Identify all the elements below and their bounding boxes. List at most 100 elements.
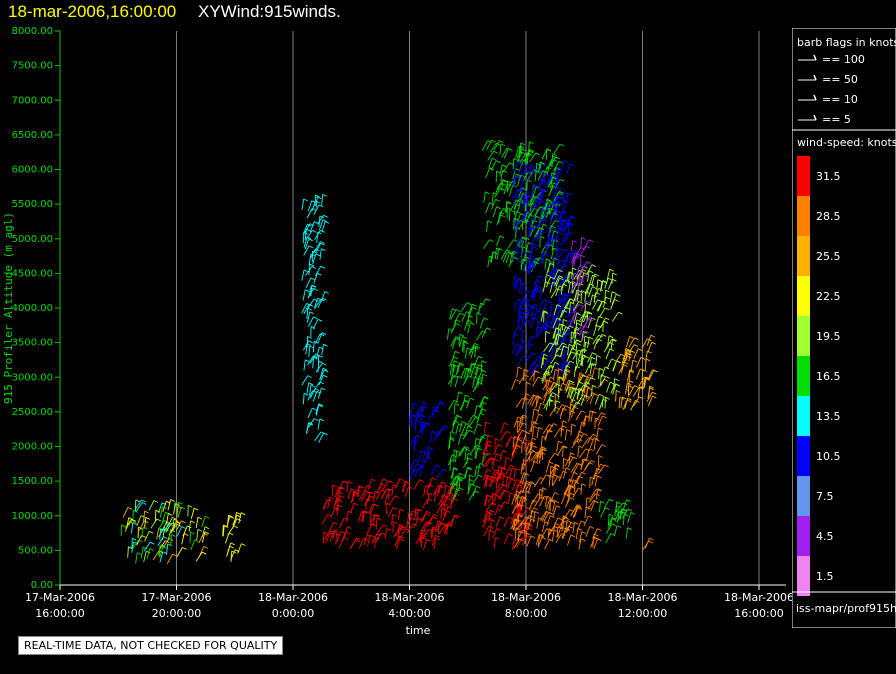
wind-barb [523,393,527,405]
barb-flag [552,174,557,178]
barb-flag [414,459,419,463]
wind-barb [646,334,652,346]
wind-barb [302,340,310,351]
wind-barb [545,207,551,219]
barb-flag [604,366,610,370]
barb-flag [241,543,246,547]
wind-barb [437,522,440,534]
barb-flag [649,387,654,391]
barb-flag [551,225,557,229]
wind-barb [161,512,167,523]
wind-barb [549,382,555,393]
wind-barb [475,447,479,459]
barb-flag [533,257,538,261]
wind-barb [140,546,144,558]
wind-barb [589,476,591,489]
y-tick-label: 3000.00 [12,372,53,383]
barb-flag [522,148,527,152]
barb-flag [417,508,423,512]
barb-flag [557,475,562,479]
barb-flag [537,364,542,368]
barb-flag [616,360,621,364]
barb-flag [548,429,553,433]
wind-barb [420,521,427,532]
wind-barb [489,142,497,153]
barb-flag [487,443,492,447]
wind-barb [530,235,537,246]
barb-flag [526,200,531,204]
barb-flag [439,485,444,489]
barb-flag [565,467,571,471]
wind-barb [581,330,586,342]
barb-flag [322,297,327,301]
wind-barb [132,539,140,550]
wind-barb [637,386,641,398]
wind-barb [421,424,424,436]
barb-flag [401,525,407,529]
barb-flag [611,358,616,362]
wind-barb [414,407,421,418]
barb-flag [517,484,522,487]
wind-barb [537,537,543,548]
wind-barb [420,537,423,549]
wind-barb [485,202,490,214]
wind-barb [566,522,572,533]
x-tick-time: 12:00:00 [618,607,667,620]
barb-flag [530,164,536,168]
barb-flag [166,500,171,504]
wind-barb [460,368,466,379]
barb-flag [473,347,479,350]
wind-barb [122,507,129,518]
wind-barb [515,481,522,492]
wind-barb [500,249,507,260]
barb-flag [592,384,597,388]
barb-flag [625,347,630,351]
wind-barb [410,414,413,426]
barb-flag [522,179,528,183]
wind-barb [305,343,308,355]
wind-barb [316,346,320,358]
barb-flag [627,397,632,401]
barb-flag [375,514,381,517]
barb-flag [530,535,536,539]
wind-barb [575,325,582,336]
barb-flag [320,241,325,244]
wind-barb [518,151,520,163]
wind-barb [579,311,586,321]
wind-barb [427,447,431,459]
barb-flag [585,291,591,294]
wind-barb [468,490,476,501]
wind-barb [157,520,165,530]
wind-barb [583,335,586,348]
barb-flag [500,143,506,147]
barb-flag [459,476,465,480]
barb-flag [555,394,560,397]
wind-barb [575,410,582,421]
wind-barb [513,468,517,480]
wind-barb [560,219,563,231]
wind-barb [449,308,453,320]
wind-barb [569,315,575,326]
x-axis-label: time [406,624,431,637]
wind-barb [575,343,578,355]
wind-barb [479,317,485,329]
barb-flag [557,306,563,310]
barb-flag [596,354,602,358]
barb-flag [554,500,560,504]
barb-flag [556,288,561,291]
wind-barb [580,315,585,327]
wind-barb [519,516,527,527]
barb-flag [616,525,622,528]
barb-flag [543,298,548,302]
barb-flag [516,239,522,243]
wind-barb [522,369,525,381]
barb-flag [481,408,487,412]
barb-flag [558,368,563,372]
wind-barb [549,267,553,279]
barb-flag [336,497,342,501]
barb-flag [552,153,558,157]
barb-flag [602,398,608,402]
barb-flag [562,309,568,313]
barb-flag [629,335,634,339]
wind-barb [463,457,470,468]
